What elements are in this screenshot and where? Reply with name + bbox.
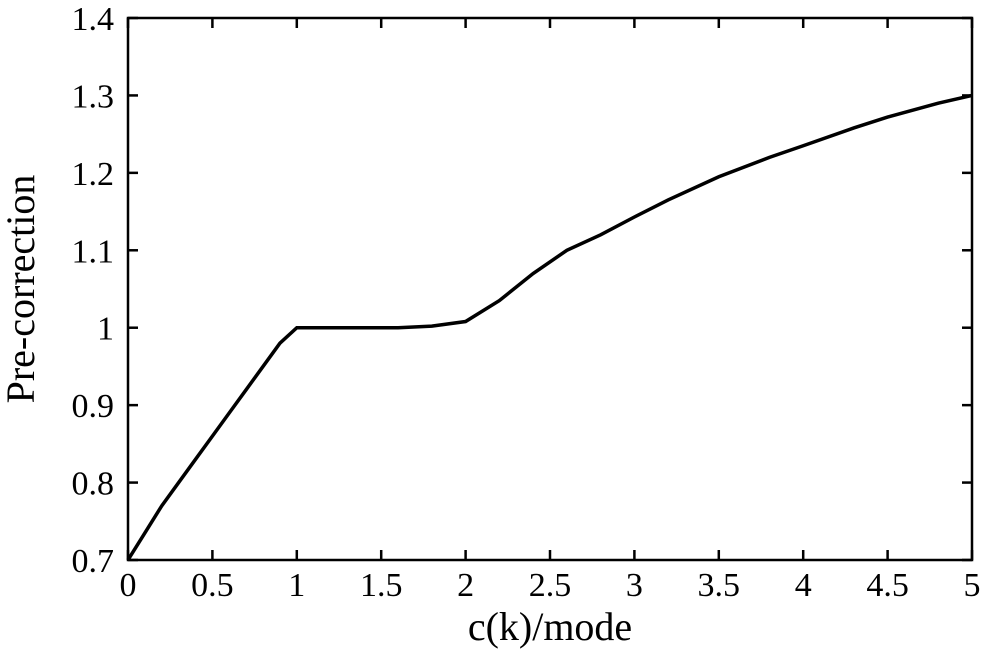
- y-axis-label: Pre-correction: [0, 175, 43, 404]
- ytick-label: 0.7: [72, 543, 115, 580]
- ytick-label: 0.8: [72, 466, 115, 503]
- xtick-label: 1: [288, 567, 305, 604]
- ytick-label: 1.4: [72, 1, 115, 38]
- xtick-label: 3: [626, 567, 643, 604]
- xtick-label: 2.5: [529, 567, 572, 604]
- plot-border: [128, 18, 972, 560]
- xtick-label: 4.5: [866, 567, 909, 604]
- xtick-label: 4: [795, 567, 812, 604]
- ytick-label: 1.1: [72, 233, 115, 270]
- xtick-label: 3.5: [698, 567, 741, 604]
- ytick-label: 1: [97, 311, 114, 348]
- xtick-label: 5: [964, 567, 981, 604]
- x-axis-label: c(k)/mode: [468, 604, 632, 649]
- data-line: [128, 95, 972, 560]
- xtick-label: 1.5: [360, 567, 403, 604]
- ytick-label: 0.9: [72, 388, 115, 425]
- xtick-label: 0: [120, 567, 137, 604]
- ytick-label: 1.2: [72, 156, 115, 193]
- xtick-label: 2: [457, 567, 474, 604]
- xtick-label: 0.5: [191, 567, 234, 604]
- line-chart: 0 0.5 1 1.5 2 2.5 3 3.5 4 4.5 5 0.7 0.8 0.9 1 1.1 1.2 1.3…: [0, 0, 1000, 663]
- ytick-label: 1.3: [72, 78, 115, 115]
- chart-svg: 0 0.5 1 1.5 2 2.5 3 3.5 4 4.5 5 0.7 0.8 0.9 1 1.1 1.2 1.3…: [0, 0, 1000, 663]
